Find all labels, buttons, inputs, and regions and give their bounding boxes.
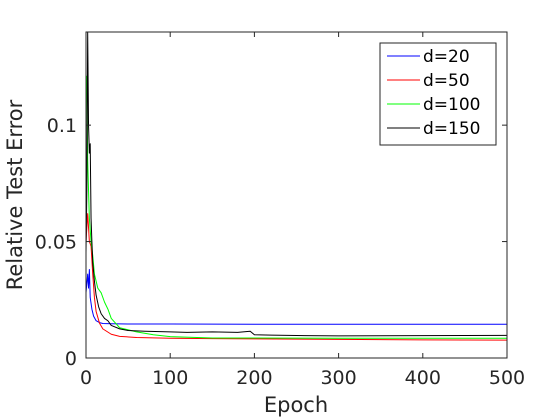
series-line-d-50 <box>85 213 508 341</box>
legend-label: d=20 <box>423 47 470 67</box>
x-tick-label: 500 <box>489 367 525 389</box>
series-layer <box>85 31 508 341</box>
y-tick-label: 0 <box>65 348 77 370</box>
x-tick-label: 400 <box>405 367 441 389</box>
x-tick-label: 300 <box>320 367 356 389</box>
y-axis-title: Relative Test Error <box>3 99 27 290</box>
x-tick-label: 100 <box>152 367 188 389</box>
tick-layer: 0 100 200 300 400 500 0 0.05 0.1 <box>35 32 525 389</box>
x-axis-title: Epoch <box>264 393 328 417</box>
y-tick-label: 0.1 <box>47 115 77 137</box>
series-line-d-100 <box>85 75 507 339</box>
x-tick-label: 200 <box>236 367 272 389</box>
plot-frame <box>85 31 508 359</box>
y-tick-label: 0.05 <box>35 232 77 254</box>
series-line-d-150 <box>85 31 508 337</box>
legend-label: d=50 <box>423 71 470 91</box>
x-tick-label: 0 <box>80 367 92 389</box>
legend-label: d=150 <box>423 119 480 139</box>
legend: d=20 d=50 d=100 d=150 <box>379 42 497 146</box>
legend-label: d=100 <box>423 95 480 115</box>
